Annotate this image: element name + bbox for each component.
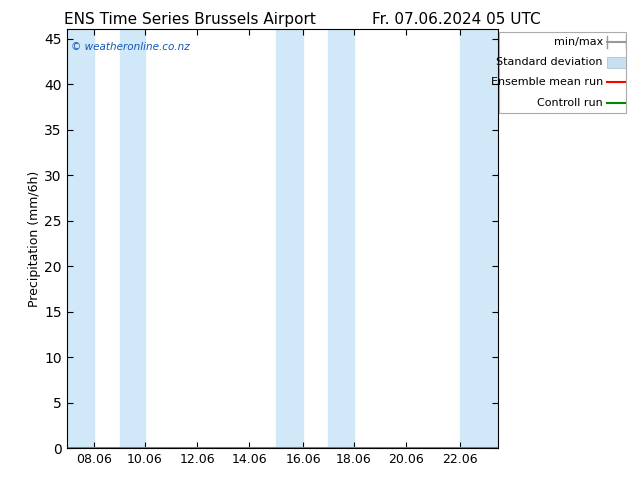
Text: ENS Time Series Brussels Airport: ENS Time Series Brussels Airport xyxy=(64,12,316,27)
Bar xyxy=(607,56,626,68)
Text: Fr. 07.06.2024 05 UTC: Fr. 07.06.2024 05 UTC xyxy=(372,12,541,27)
Bar xyxy=(120,29,145,448)
Text: Ensemble mean run: Ensemble mean run xyxy=(491,77,603,87)
Bar xyxy=(67,29,94,448)
Bar xyxy=(328,29,354,448)
Bar xyxy=(276,29,303,448)
Text: © weatheronline.co.nz: © weatheronline.co.nz xyxy=(71,42,190,52)
Text: min/max: min/max xyxy=(553,37,603,47)
Text: Standard deviation: Standard deviation xyxy=(496,57,603,67)
Bar xyxy=(460,29,498,448)
Text: Controll run: Controll run xyxy=(537,98,603,108)
Y-axis label: Precipitation (mm/6h): Precipitation (mm/6h) xyxy=(29,171,41,307)
